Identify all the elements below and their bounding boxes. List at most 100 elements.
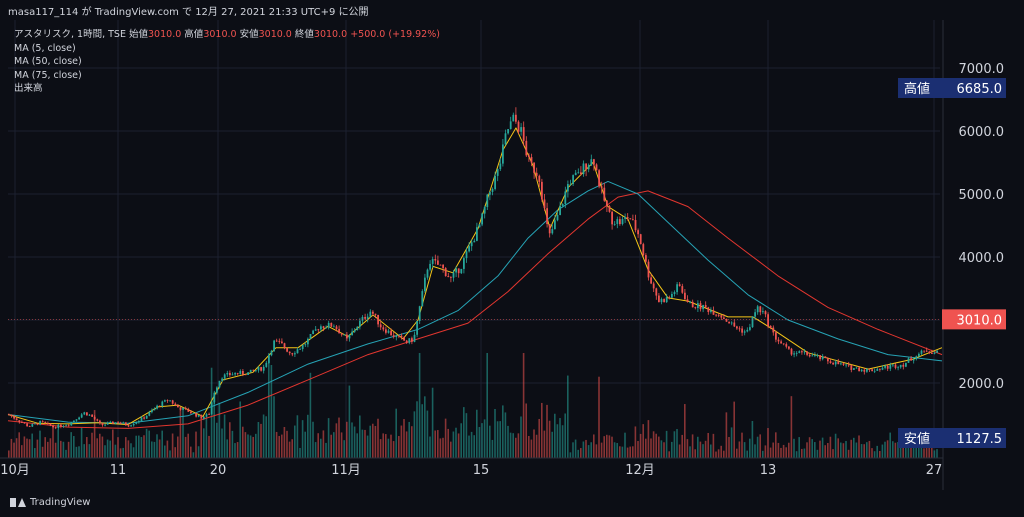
volume-bar [431, 387, 434, 458]
candle-body [286, 348, 288, 352]
candle-body [260, 367, 262, 371]
candle-body [75, 419, 78, 421]
high-value: 3010.0 [203, 29, 237, 40]
ma75-legend[interactable]: MA (75, close) [14, 69, 82, 81]
volume-bar [863, 444, 865, 458]
site-name[interactable]: TradingView.com [94, 7, 179, 18]
volume-bar [821, 437, 824, 458]
candle-body [728, 321, 730, 324]
volume-bar [535, 434, 538, 458]
publisher[interactable]: masa117_114 [8, 7, 79, 18]
candle-body [117, 422, 119, 424]
candle-body [91, 414, 93, 417]
volume-bar [634, 426, 637, 458]
volume-bar [892, 441, 894, 458]
volume-bar [392, 441, 395, 458]
volume-bar [915, 446, 917, 458]
publish-on: が [81, 7, 92, 18]
volume-bar [829, 436, 832, 458]
footer-brand[interactable]: TradingView [10, 497, 90, 508]
volume-bar [564, 413, 566, 458]
volume-bar [668, 451, 670, 458]
candle-body [637, 230, 639, 235]
volume-bar [671, 441, 673, 458]
volume-bar [694, 449, 696, 458]
x-tick-label: 13 [760, 463, 777, 478]
low-badge-bg [898, 428, 1006, 448]
volume-bar [70, 432, 72, 458]
volume-bar [390, 434, 392, 458]
candle-body [730, 322, 733, 324]
volume-legend[interactable]: 出来高 [14, 83, 43, 94]
candle-body [60, 424, 62, 427]
candle-body [803, 351, 806, 353]
ma5-legend[interactable]: MA (5, close) [14, 42, 76, 54]
candle-body [923, 350, 925, 352]
volume-bar [559, 418, 561, 458]
volume-bar [754, 444, 756, 458]
volume-bar [330, 434, 332, 458]
volume-bar [551, 431, 553, 458]
volume-bar [80, 427, 83, 458]
candle-body [65, 425, 67, 427]
volume-bar [639, 433, 642, 458]
volume-bar [13, 442, 15, 458]
candle-body [361, 317, 364, 321]
candle-body [733, 322, 736, 327]
volume-bar [473, 435, 475, 458]
candle-body [725, 318, 728, 322]
candle-body [104, 424, 106, 426]
volume-bar [816, 449, 819, 458]
symbol-info[interactable]: アスタリスク, 1時間, TSE [14, 29, 126, 40]
volume-bar [881, 444, 884, 458]
close-label: 終値 [294, 29, 314, 40]
volume-bar [582, 441, 585, 458]
candle-body [564, 191, 567, 204]
volume-bar [73, 436, 75, 458]
volume-bar [47, 441, 49, 458]
volume-bar [811, 439, 813, 458]
low-badge: 安値 1127.5 [898, 428, 1006, 448]
volume-bar [403, 419, 405, 458]
candle-body [242, 371, 244, 375]
candle-body [127, 425, 130, 427]
volume-bar [715, 451, 717, 458]
volume-bar [606, 434, 608, 458]
candle-body [567, 184, 569, 192]
ma50-legend[interactable]: MA (50, close) [14, 56, 82, 67]
candle-body [902, 364, 905, 367]
volume-bar [678, 444, 681, 458]
last-price-badge: 3010.0 [942, 309, 1006, 330]
volume-bar [611, 436, 613, 458]
candle-body [559, 206, 561, 216]
volume-bar [369, 425, 371, 458]
candle-body [684, 292, 686, 300]
volume-bar [366, 435, 369, 458]
candle-body [101, 423, 104, 426]
candle-body [418, 306, 421, 321]
candle-body [195, 413, 197, 417]
candle-body [663, 299, 665, 303]
volume-bar [340, 432, 343, 458]
x-tick-label: 11月 [331, 463, 361, 478]
volume-bar [933, 450, 936, 458]
volume-bar [91, 432, 93, 458]
volume-bar [260, 423, 262, 458]
candle-body [424, 277, 426, 292]
volume-bar [119, 448, 122, 458]
candle-body [213, 392, 216, 403]
volume-bar [145, 428, 148, 458]
volume-bar [834, 433, 837, 458]
volume-bar [171, 433, 174, 458]
volume-bar [151, 441, 153, 458]
candle-body [764, 311, 767, 315]
candle-body [57, 424, 60, 429]
volume-bar [824, 445, 826, 458]
candle-body [868, 369, 871, 370]
volume-bar [135, 435, 137, 458]
volume-bar [736, 448, 738, 458]
volume-bar [208, 435, 210, 458]
candle-body [652, 283, 655, 289]
candle-body [507, 129, 509, 134]
volume-bar [858, 435, 860, 458]
